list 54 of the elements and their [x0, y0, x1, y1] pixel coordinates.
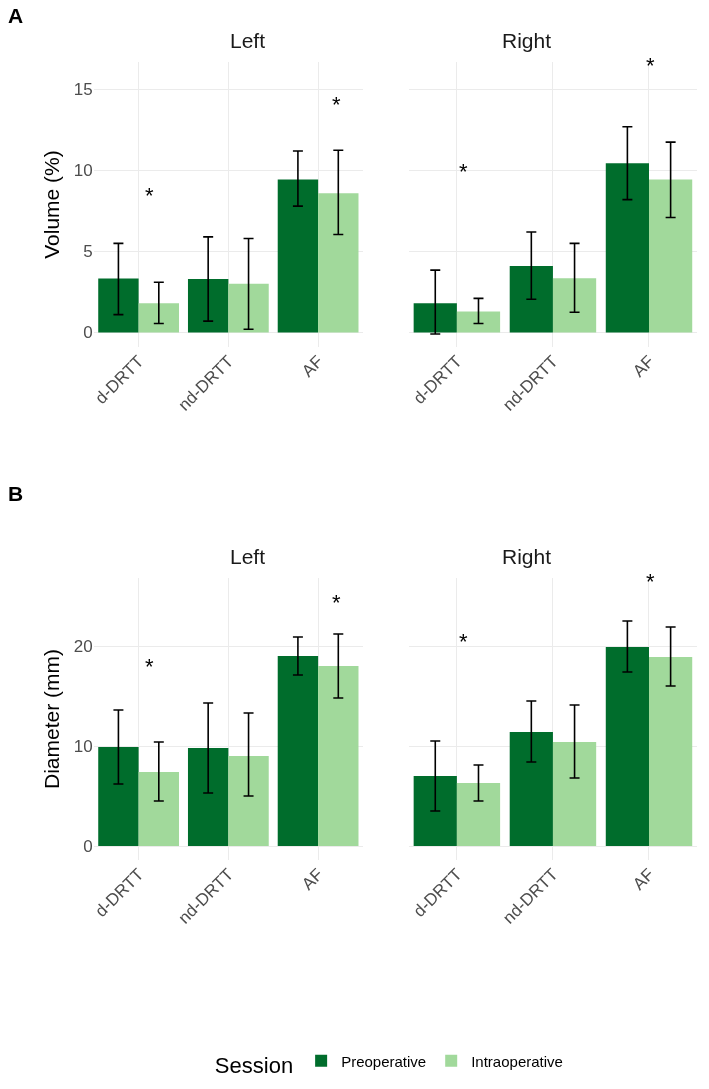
chart-title: Left — [230, 29, 266, 52]
bar — [98, 278, 139, 333]
chart-title: Left — [230, 545, 266, 568]
bar — [649, 657, 693, 846]
x-tick-label: AF — [629, 351, 658, 381]
annotation: * — [145, 654, 154, 679]
text: B — [8, 482, 24, 505]
y-tick-label: 10 — [73, 736, 93, 756]
legend-title: Session — [214, 1053, 294, 1079]
annotation: * — [459, 159, 468, 184]
bar — [138, 772, 179, 846]
annotation: * — [145, 183, 154, 208]
legend-label: Preoperative — [341, 1052, 427, 1070]
bar — [456, 311, 501, 333]
y-tick-label: 20 — [73, 636, 93, 656]
bar — [187, 748, 229, 846]
annotation: * — [332, 590, 341, 615]
bar — [413, 303, 457, 333]
x-tick-label: AF — [298, 864, 327, 894]
y-tick-label: 0 — [83, 323, 93, 343]
chart-title: Right — [502, 29, 552, 52]
bar — [98, 747, 139, 846]
bar — [649, 179, 693, 333]
bar — [318, 666, 359, 846]
annotation: * — [459, 629, 468, 654]
y-tick-label: 10 — [73, 161, 93, 181]
annotation: * — [646, 53, 655, 78]
bar — [456, 783, 501, 846]
text: A — [8, 4, 24, 27]
bar — [318, 193, 359, 333]
bar — [277, 179, 319, 333]
x-tick-label: AF — [629, 864, 658, 894]
bar — [509, 732, 553, 846]
legend-label: Intraoperative — [471, 1052, 563, 1070]
chart-title: Right — [502, 545, 552, 568]
bar — [605, 647, 649, 846]
bar — [228, 756, 269, 846]
y-axis-title: Diameter (mm) — [39, 649, 63, 789]
y-axis-title: Volume (%) — [39, 150, 63, 259]
bar — [138, 303, 179, 333]
bar — [277, 656, 319, 846]
bar — [228, 283, 269, 333]
annotation: * — [332, 92, 341, 117]
y-tick-label: 5 — [83, 242, 93, 262]
bar — [187, 278, 229, 333]
x-tick-label: AF — [298, 351, 327, 381]
y-tick-label: 15 — [73, 80, 93, 100]
bar — [605, 163, 649, 333]
bar — [509, 266, 553, 333]
bar — [552, 742, 597, 846]
annotation: * — [646, 569, 655, 594]
bar — [552, 278, 597, 333]
y-tick-label: 0 — [83, 836, 93, 856]
bar — [413, 776, 457, 846]
